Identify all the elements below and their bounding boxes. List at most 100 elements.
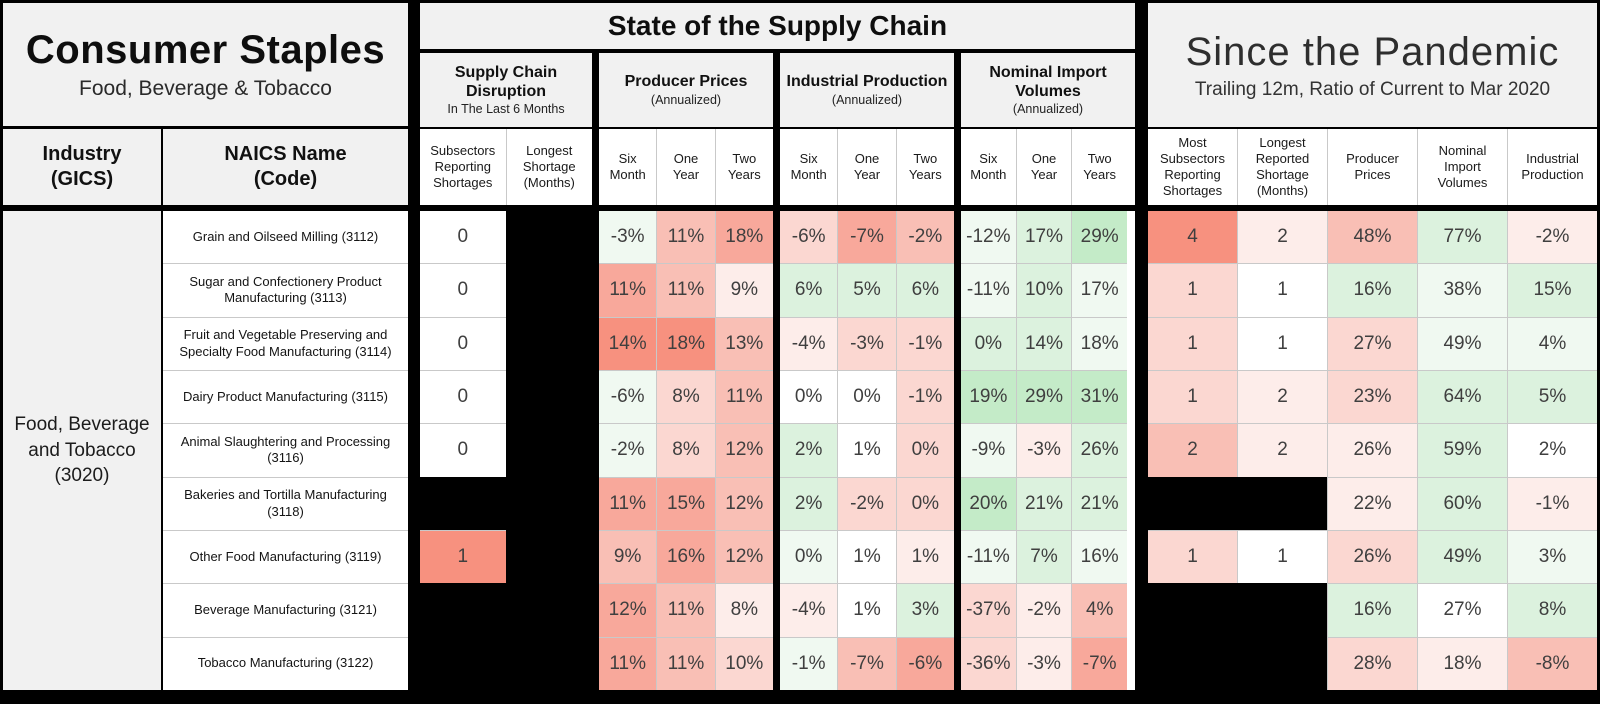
- value-cell: 1: [1148, 369, 1237, 424]
- value-cell: 11%: [657, 211, 715, 264]
- value-cell: 21%: [1072, 476, 1128, 530]
- value-cell: 11%: [657, 263, 715, 317]
- value-cell: 27%: [1328, 316, 1417, 370]
- value-cell: 1%: [838, 583, 896, 637]
- value-cell: 1: [1148, 263, 1237, 317]
- divider: [780, 205, 954, 211]
- column-pandemic-industrial-production: -2% 15% 4% 5% 2% -1% 3% 8% -8%: [1507, 211, 1597, 690]
- column-ip-one-year: -7% 5% -3% 0% 1% -2% 1% 1% -7%: [837, 211, 896, 690]
- divider: [3, 205, 408, 211]
- left-header-row: Industry (GICS) NAICS Name (Code): [3, 129, 408, 205]
- value-cell: 23%: [1328, 369, 1417, 424]
- value-cell: 15%: [657, 476, 715, 530]
- value-cell: 8%: [715, 583, 773, 637]
- column-pp-six-month: -3% 11% 14% -6% -2% 11% 9% 12% 11%: [599, 211, 657, 690]
- value-cell: -6%: [896, 636, 954, 690]
- value-cell: -12%: [961, 211, 1016, 264]
- value-cell: [505, 263, 592, 317]
- group-title: Industrial Production: [786, 73, 948, 91]
- pandemic-title: Since the Pandemic: [1185, 29, 1560, 74]
- group-industrial-production: Industrial Production (Annualized) Six M…: [780, 53, 954, 690]
- industry-column-header: Industry (GICS): [3, 129, 163, 205]
- supply-chain-banner: State of the Supply Chain: [420, 3, 1135, 53]
- value-cell: -2%: [599, 423, 657, 477]
- col-header-one-year: One Year: [656, 129, 714, 205]
- value-cell: 0%: [961, 316, 1016, 370]
- value-cell: 12%: [715, 423, 773, 477]
- row-label: Dairy Product Manufacturing (3115): [163, 369, 408, 423]
- value-cell: 15%: [1508, 263, 1597, 317]
- naics-header-line1: NAICS Name: [224, 143, 347, 165]
- value-cell: 18%: [1418, 636, 1507, 690]
- value-cell: -37%: [961, 583, 1016, 637]
- value-cell: -6%: [599, 369, 657, 424]
- value-cell: 3%: [896, 583, 954, 637]
- column-niv-two-years: 29% 17% 18% 31% 26% 21% 16% 4% -7%: [1071, 211, 1128, 690]
- value-cell: [1148, 636, 1237, 690]
- value-cell: -6%: [780, 211, 838, 264]
- group-subtitle: (Annualized): [1012, 101, 1084, 116]
- col-header-two-years: Two Years: [1071, 129, 1127, 205]
- group-header: Industrial Production (Annualized): [780, 53, 954, 129]
- col-header-subsectors-reporting-shortages: Subsectors Reporting Shortages: [430, 142, 496, 191]
- row-label: Beverage Manufacturing (3121): [163, 583, 408, 636]
- col-header-longest-reported-shortage: Longest Reported Shortage (Months): [1237, 129, 1327, 205]
- divider: [961, 205, 1135, 211]
- value-cell: 0%: [780, 529, 838, 584]
- group-subtitle: (Annualized): [650, 92, 722, 107]
- value-cell: 26%: [1328, 529, 1417, 584]
- value-cell: [505, 583, 592, 637]
- group-producer-prices: Producer Prices (Annualized) Six Month O…: [599, 53, 773, 690]
- value-cell: 64%: [1418, 369, 1507, 424]
- col-header-two-years: Two Years: [714, 129, 773, 205]
- value-cell: -3%: [1016, 636, 1072, 690]
- value-cell: 11%: [715, 369, 773, 424]
- row-label: Animal Slaughtering and Processing (3116…: [163, 423, 408, 476]
- value-cell: 0: [420, 369, 506, 424]
- value-cell: -2%: [1508, 211, 1597, 264]
- value-cell: 8%: [657, 369, 715, 424]
- value-cell: [1148, 476, 1237, 530]
- value-cell: 2%: [1508, 423, 1597, 477]
- value-cell: 0%: [838, 369, 896, 424]
- left-panel: Consumer Staples Food, Beverage & Tobacc…: [3, 3, 408, 690]
- value-cell: [420, 636, 506, 690]
- group-supply-chain-disruption: Supply Chain Disruption In The Last 6 Mo…: [420, 53, 592, 690]
- value-cell: 3%: [1508, 529, 1597, 584]
- column-longest-shortage-months: [505, 211, 592, 690]
- value-cell: [505, 369, 592, 424]
- naics-column-header: NAICS Name (Code): [163, 129, 408, 205]
- column-pandemic-producer-prices: 48% 16% 27% 23% 26% 22% 26% 16% 28%: [1327, 211, 1417, 690]
- value-cell: 26%: [1328, 423, 1417, 477]
- value-cell: 31%: [1072, 369, 1128, 424]
- row-label: Fruit and Vegetable Preserving and Speci…: [163, 316, 408, 370]
- value-cell: 59%: [1418, 423, 1507, 477]
- value-cell: [1237, 583, 1327, 637]
- col-header-six-month: Six Month: [790, 150, 827, 182]
- value-cell: -2%: [838, 476, 896, 530]
- row-label: Tobacco Manufacturing (3122): [163, 636, 408, 690]
- value-cell: -3%: [838, 316, 896, 370]
- sector-title: Consumer Staples: [25, 28, 386, 72]
- value-cell: 12%: [715, 476, 773, 530]
- value-cell: -7%: [838, 211, 896, 264]
- value-cell: 1: [1238, 316, 1327, 370]
- industry-header-line1: Industry: [42, 143, 122, 165]
- value-cell: 28%: [1328, 636, 1417, 690]
- value-cell: 1%: [838, 529, 896, 584]
- column-ip-two-years: -2% 6% -1% -1% 0% 0% 1% 3% -6%: [895, 211, 954, 690]
- value-cell: -1%: [896, 369, 954, 424]
- value-cell: 19%: [961, 369, 1016, 424]
- value-cell: -7%: [838, 636, 896, 690]
- value-cell: 14%: [599, 316, 657, 370]
- column-niv-six-month: -12% -11% 0% 19% -9% 20% -11% -37% -36%: [961, 211, 1016, 690]
- value-cell: 29%: [1016, 369, 1072, 424]
- value-cell: 10%: [715, 636, 773, 690]
- group-title: Supply Chain Disruption: [454, 64, 558, 100]
- value-cell: 18%: [657, 316, 715, 370]
- value-cell: 2: [1148, 423, 1237, 477]
- column-pp-two-years: 18% 9% 13% 11% 12% 12% 12% 8% 10%: [714, 211, 773, 690]
- value-cell: 8%: [1508, 583, 1597, 637]
